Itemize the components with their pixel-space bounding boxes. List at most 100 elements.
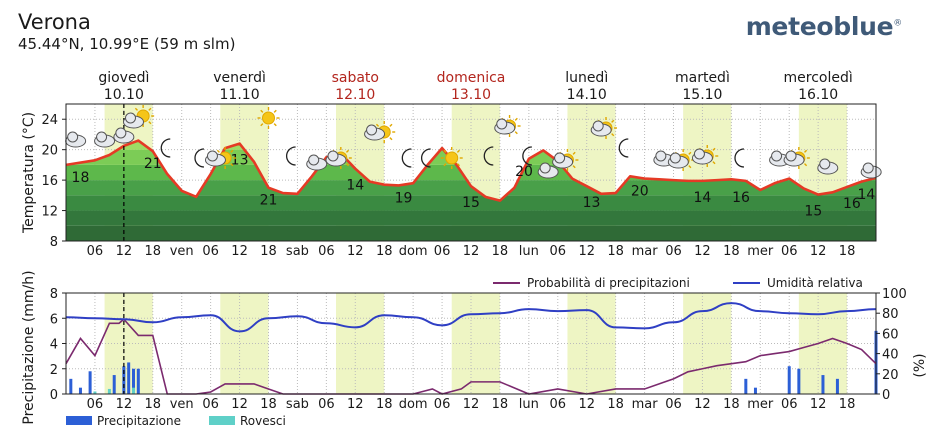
temperature-label: 21: [144, 156, 162, 172]
sun-ray: [572, 165, 576, 169]
temperature-line: [65, 139, 877, 202]
cloud-puff: [327, 150, 339, 162]
x-tick-label: 12: [463, 397, 480, 412]
day-date: 13.10: [451, 87, 491, 103]
x-tick-label: lun: [519, 244, 539, 259]
meteoblue-logo[interactable]: meteoblue®: [745, 12, 903, 41]
sun-ray: [134, 107, 138, 111]
sun-disc: [445, 151, 459, 165]
temperature-label: 15: [462, 195, 480, 211]
showers-bar: [132, 387, 135, 394]
temperature-label: 18: [72, 170, 90, 186]
x-tick-label: 18: [492, 397, 509, 412]
cloud-icon: [817, 158, 839, 175]
y-tick-label: 6: [50, 312, 58, 327]
precipitation-bar: [744, 378, 748, 394]
cloud-icon: [123, 112, 144, 129]
sun-ray: [260, 109, 264, 113]
precipitation-bar: [88, 371, 92, 394]
precipitation-bar: [835, 378, 839, 394]
sun-ray: [148, 107, 152, 111]
cloud-icon: [364, 124, 386, 141]
precipitation-bar: [753, 387, 757, 394]
temperature-label: 19: [395, 190, 413, 206]
x-tick-label: 18: [145, 244, 162, 259]
day-date: 16.10: [798, 87, 838, 103]
x-tick-label: 06: [202, 244, 219, 259]
x-tick-label: 06: [87, 244, 104, 259]
y-tick-label: 24: [41, 113, 58, 128]
y-tick-label: 20: [41, 144, 58, 159]
y2-tick-label: 60: [882, 327, 899, 342]
sun-ray: [443, 149, 447, 153]
y-tick-label: 8: [50, 287, 58, 302]
sun-ray: [572, 151, 576, 155]
x-tick-label: 18: [723, 244, 740, 259]
x-tick-label: 18: [839, 244, 856, 259]
temperature-label: 13: [231, 153, 249, 169]
sun-ray: [273, 109, 277, 113]
y2-tick-label: 20: [882, 368, 899, 383]
sun-ray: [230, 163, 234, 167]
moon-icon: [160, 138, 171, 158]
x-tick-label: 06: [318, 244, 335, 259]
temperature-label: 16: [843, 196, 861, 212]
sun-ray: [688, 151, 692, 155]
cloud-puff: [771, 150, 783, 162]
cloud-puff: [554, 152, 566, 164]
x-tick-label: 18: [492, 244, 509, 259]
y2-tick-label: 0: [882, 388, 890, 403]
sun-ray: [804, 163, 808, 167]
x-tick-label: 18: [607, 397, 624, 412]
day-name: giovedì: [98, 70, 149, 86]
precipitation-bar: [112, 375, 116, 394]
temperature-zone: [66, 195, 876, 211]
x-tick-label: ven: [170, 397, 194, 412]
precipitation-bar: [132, 368, 135, 394]
cloud-icon: [552, 152, 574, 169]
x-tick-label: dom: [399, 244, 428, 259]
moon-icon: [734, 148, 745, 168]
sun-ray: [260, 123, 264, 127]
moon-icon: [194, 148, 205, 168]
moon-icon: [285, 146, 296, 166]
temperature-label: 20: [631, 184, 649, 200]
cloud-puff: [206, 150, 218, 162]
cloud-puff: [96, 131, 108, 143]
sun-ray: [456, 149, 460, 153]
x-tick-label: mar: [632, 397, 659, 412]
cloud-puff: [539, 162, 551, 174]
cloud-icon: [667, 152, 689, 169]
temperature-label: 16: [732, 190, 750, 206]
x-tick-label: 06: [781, 244, 798, 259]
x-tick-label: dom: [399, 397, 428, 412]
percent-axis-title: (%): [912, 353, 928, 377]
x-tick-label: 18: [607, 244, 624, 259]
sun-ray: [230, 149, 234, 153]
sun-ray: [389, 137, 393, 141]
cloud-puff: [669, 152, 681, 164]
day-date: 14.10: [567, 87, 607, 103]
x-tick-label: 12: [810, 397, 827, 412]
day-name: martedì: [675, 70, 730, 86]
sun-ray: [345, 163, 350, 167]
logo-text: meteoblue: [745, 12, 894, 41]
cloud-puff: [125, 112, 136, 124]
weather-icons: [65, 105, 882, 179]
sun-ray: [443, 163, 447, 167]
x-tick-label: mar: [632, 244, 659, 259]
x-tick-label: sab: [286, 244, 309, 259]
city-name: Verona: [18, 10, 91, 34]
y-tick-label: 2: [50, 363, 58, 378]
cloud-icon: [860, 162, 882, 179]
sun-ray: [273, 123, 277, 127]
sun-ray: [712, 147, 716, 151]
precipitation-axis-title: Precipitazione (mm/h): [21, 270, 37, 424]
x-tick-label: 12: [694, 397, 711, 412]
x-tick-label: 06: [550, 397, 567, 412]
temperature-zone: [66, 225, 876, 241]
cloud-puff: [115, 127, 127, 139]
sun-ray: [216, 149, 220, 153]
